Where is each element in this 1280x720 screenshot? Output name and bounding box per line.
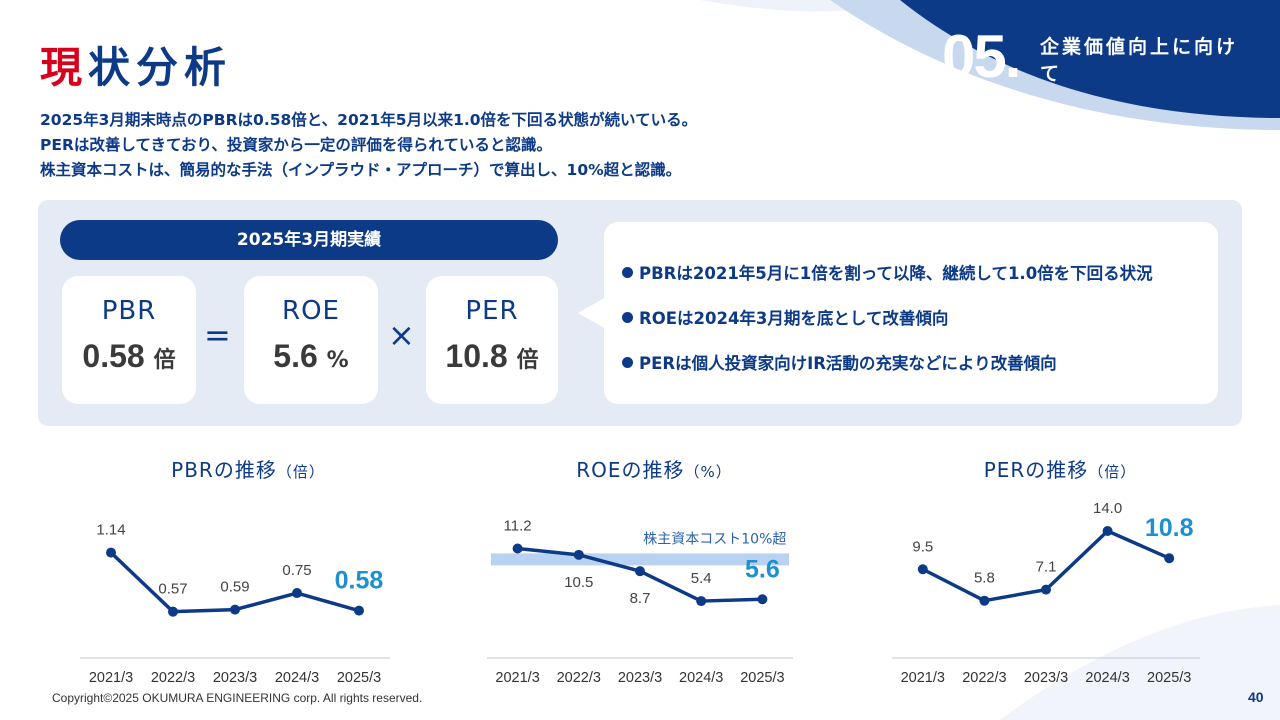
- x-tick-label: 2022/3: [557, 670, 601, 686]
- equals-sign: =: [204, 316, 231, 354]
- speech-bubble-tail: [578, 297, 606, 329]
- data-point: [979, 595, 990, 606]
- metric-label: PER: [465, 296, 519, 326]
- metric-value: 10.8 倍: [445, 338, 539, 374]
- section-number: 05.: [942, 23, 1021, 90]
- data-point: [635, 566, 645, 577]
- chart-title-roe: ROEの推移（%）: [576, 458, 732, 482]
- intro-line: 株主資本コストは、簡易的な手法（インプラウド・アプローチ）で算出し、10%超と認…: [40, 161, 682, 179]
- metric-card-roe: ROE 5.6 %: [244, 276, 378, 404]
- multiply-sign: ×: [388, 316, 415, 354]
- chart-title-per: PERの推移（倍）: [983, 458, 1137, 482]
- chart-title-pbr: PBRの推移（倍）: [171, 458, 325, 482]
- bullet-dot-icon: [622, 357, 633, 368]
- data-point: [168, 606, 178, 617]
- x-tick-label: 2021/3: [901, 670, 945, 686]
- intro-line: PERは改善してきており、投資家から一定の評価を得られていると認識。: [40, 136, 552, 154]
- x-tick-label: 2025/3: [337, 670, 381, 686]
- x-tick-label: 2022/3: [962, 670, 1006, 686]
- bullet-dot-icon: [622, 312, 633, 323]
- bullet-dot-icon: [622, 267, 633, 278]
- x-tick-label: 2021/3: [89, 670, 133, 686]
- data-label: 0.59: [220, 579, 249, 596]
- x-tick-label: 2023/3: [1024, 670, 1068, 686]
- commentary-bullet: PERは個人投資家向けIR活動の充実などにより改善傾向: [622, 350, 1218, 395]
- intro-line: 2025年3月期末時点のPBRは0.58倍と、2021年5月以来1.0倍を下回る…: [40, 111, 698, 129]
- metric-card-pbr: PBR 0.58 倍: [62, 276, 196, 404]
- x-tick-label: 2023/3: [618, 670, 662, 686]
- data-point: [292, 588, 302, 599]
- data-label: 0.57: [158, 581, 187, 598]
- intro-text: 2025年3月期末時点のPBRは0.58倍と、2021年5月以来1.0倍を下回る…: [40, 108, 697, 183]
- metric-card-per: PER 10.8 倍: [426, 276, 558, 404]
- data-label: 0.75: [282, 562, 311, 579]
- commentary-bubble: PBRは2021年5月に1倍を割って以降、継続して1.0倍を下回る状況 ROEは…: [604, 222, 1218, 404]
- data-point: [1164, 553, 1175, 564]
- data-label: 8.7: [630, 590, 651, 607]
- data-point: [1102, 526, 1113, 536]
- latest-value-label: 0.58: [335, 567, 384, 595]
- results-period-pill: 2025年3月期実績: [60, 220, 558, 260]
- commentary-bullet: ROEは2024年3月期を底として改善傾向: [622, 305, 1218, 350]
- latest-value-label: 10.8: [1145, 514, 1194, 542]
- cost-of-equity-band: [491, 553, 789, 566]
- data-label: 1.14: [96, 522, 125, 539]
- data-label: 5.8: [974, 570, 995, 587]
- x-tick-label: 2024/3: [679, 670, 723, 686]
- data-label: 11.2: [504, 518, 532, 535]
- x-tick-label: 2025/3: [1147, 670, 1191, 686]
- section-label: 企業価値向上に向けて: [1040, 36, 1239, 85]
- data-point: [354, 605, 364, 616]
- cost-of-equity-band-label: 株主資本コスト10%超: [643, 531, 786, 547]
- x-tick-label: 2022/3: [151, 670, 195, 686]
- copyright-text: Copyright©2025 OKUMURA ENGINEERING corp.…: [52, 691, 423, 705]
- data-point: [512, 543, 523, 554]
- data-point: [917, 564, 928, 575]
- commentary-bullet: PBRは2021年5月に1倍を割って以降、継続して1.0倍を下回る状況: [622, 260, 1218, 305]
- metric-value: 0.58 倍: [82, 338, 176, 374]
- data-label: 5.4: [691, 570, 712, 587]
- metric-label: ROE: [282, 296, 340, 326]
- data-label: 14.0: [1093, 500, 1122, 517]
- data-point: [106, 547, 116, 558]
- x-tick-label: 2024/3: [275, 670, 319, 686]
- data-label: 10.5: [564, 574, 593, 591]
- latest-value-label: 5.6: [745, 555, 780, 583]
- x-tick-label: 2024/3: [1085, 670, 1129, 686]
- metric-value: 5.6 %: [273, 338, 349, 374]
- data-point: [573, 549, 584, 560]
- metric-label: PBR: [101, 296, 157, 326]
- data-point: [696, 596, 707, 607]
- x-tick-label: 2021/3: [495, 670, 539, 686]
- data-point: [1041, 584, 1051, 595]
- page-number: 40: [1248, 689, 1264, 705]
- x-tick-label: 2023/3: [213, 670, 257, 686]
- data-label: 7.1: [1036, 559, 1057, 576]
- page-title: 現状分析: [40, 43, 233, 92]
- x-tick-label: 2025/3: [740, 670, 784, 686]
- data-point: [230, 604, 240, 615]
- data-point: [757, 594, 768, 605]
- data-label: 9.5: [912, 538, 933, 555]
